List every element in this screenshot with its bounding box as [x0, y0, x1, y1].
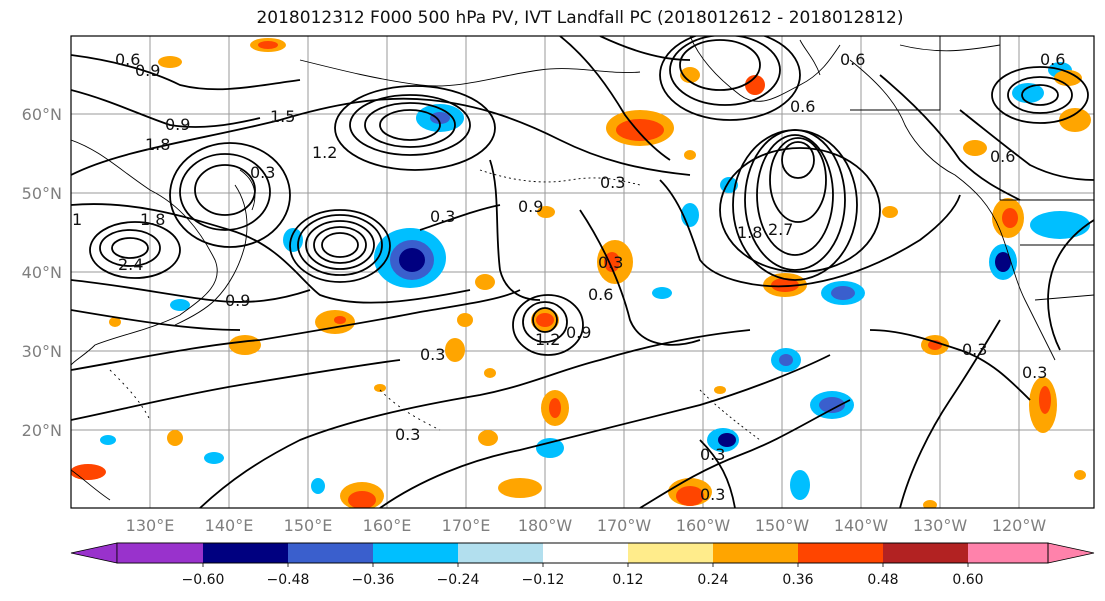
contour-label: 0.6 [115, 50, 140, 69]
colorbar-tick-label: 0.36 [782, 572, 813, 588]
lat-label-30n: 30°N [22, 342, 62, 361]
contour-label: 0.9 [225, 291, 250, 310]
lon-label: 120°W [992, 516, 1047, 535]
colorbar-segment [373, 543, 458, 563]
colorbar-segment [968, 543, 1048, 563]
colorbar: −0.60 −0.48 −0.36 −0.24 −0.12 0.12 0.24 … [70, 542, 1095, 588]
lat-label-20n: 20°N [22, 421, 62, 440]
contour-label: 0.6 [588, 285, 613, 304]
colorbar-segment [543, 543, 628, 563]
contour-label: 1.8 [140, 210, 165, 229]
contour-label: 1.8 [737, 223, 762, 242]
contour-label: 0.9 [135, 61, 160, 80]
colorbar-tick-label: 0.48 [867, 572, 898, 588]
lon-label: 140°W [834, 516, 889, 535]
colorbar-tick-label: −0.48 [267, 572, 310, 588]
contour-label: 0.9 [518, 197, 543, 216]
colorbar-segment [1047, 542, 1095, 564]
lon-label: 170°W [597, 516, 652, 535]
colorbar-tick-label: 0.24 [697, 572, 728, 588]
lon-label: 160°W [676, 516, 731, 535]
contour-label: 0.3 [1022, 363, 1047, 382]
figure-title: 2018012312 F000 500 hPa PV, IVT Landfall… [256, 8, 904, 28]
map-frame [70, 35, 1095, 509]
contour-label: 0.3 [962, 340, 987, 359]
contour-label: 0.6 [790, 97, 815, 116]
colorbar-segment [203, 543, 288, 563]
lat-label-60n: 60°N [22, 105, 62, 124]
latitude-labels: 60°N 50°N 40°N 30°N 20°N [22, 105, 62, 440]
contour-label: 1 [72, 210, 82, 229]
longitude-labels: 130°E 140°E 150°E 160°E 170°E 180°W 170°… [126, 516, 1047, 535]
contour-label: 0.3 [395, 425, 420, 444]
lon-label: 150°E [284, 516, 333, 535]
contour-label: 0.9 [165, 115, 190, 134]
lon-label: 130°W [913, 516, 968, 535]
colorbar-ticks [202, 563, 969, 567]
contour-label: 0.6 [1040, 50, 1065, 69]
lat-label-50n: 50°N [22, 184, 62, 203]
contour-label: 0.3 [700, 445, 725, 464]
colorbar-segment [883, 543, 968, 563]
lon-label: 180°W [518, 516, 573, 535]
colorbar-segment [458, 543, 543, 563]
ivt-shading [71, 38, 1091, 508]
colorbar-segment [70, 542, 118, 564]
colorbar-tick-label: −0.12 [522, 572, 565, 588]
lon-label: 140°E [205, 516, 254, 535]
colorbar-tick-label: −0.60 [182, 572, 225, 588]
colorbar-segment [798, 543, 883, 563]
colorbar-tick-label: 0.12 [612, 572, 643, 588]
lon-label: 160°E [363, 516, 412, 535]
colorbar-tick-label: −0.36 [352, 572, 395, 588]
lon-label: 170°E [442, 516, 491, 535]
contour-label: 0.3 [700, 485, 725, 504]
colorbar-tick-label: 0.60 [952, 572, 983, 588]
contour-label: 1.5 [270, 107, 295, 126]
colorbar-segment [713, 543, 798, 563]
lon-label: 130°E [126, 516, 175, 535]
contour-label: 0.3 [598, 253, 623, 272]
contour-label: 1.2 [535, 330, 560, 349]
colorbar-tick-label: −0.24 [437, 572, 480, 588]
contour-label: 0.3 [250, 163, 275, 182]
colorbar-segment [288, 543, 373, 563]
contour-label: 0.6 [840, 50, 865, 69]
contour-label: 2.4 [118, 255, 143, 274]
pv-contours [71, 36, 1094, 508]
lon-label: 150°W [755, 516, 810, 535]
contour-label: 0.3 [600, 173, 625, 192]
contour-label: 0.9 [566, 323, 591, 342]
contour-labels: 0.6 0.9 0.9 1.5 1.8 1.2 0.3 1 1.8 2.4 0.… [72, 50, 1065, 504]
colorbar-segment [628, 543, 713, 563]
contour-label: 2.7 [768, 220, 793, 239]
contour-label: 0.3 [430, 207, 455, 226]
contour-label: 1.2 [312, 143, 337, 162]
contour-label: 1.8 [145, 135, 170, 154]
coastlines [71, 36, 1094, 501]
lat-label-40n: 40°N [22, 263, 62, 282]
contour-label: 0.3 [420, 345, 445, 364]
contour-label: 0.6 [990, 147, 1015, 166]
